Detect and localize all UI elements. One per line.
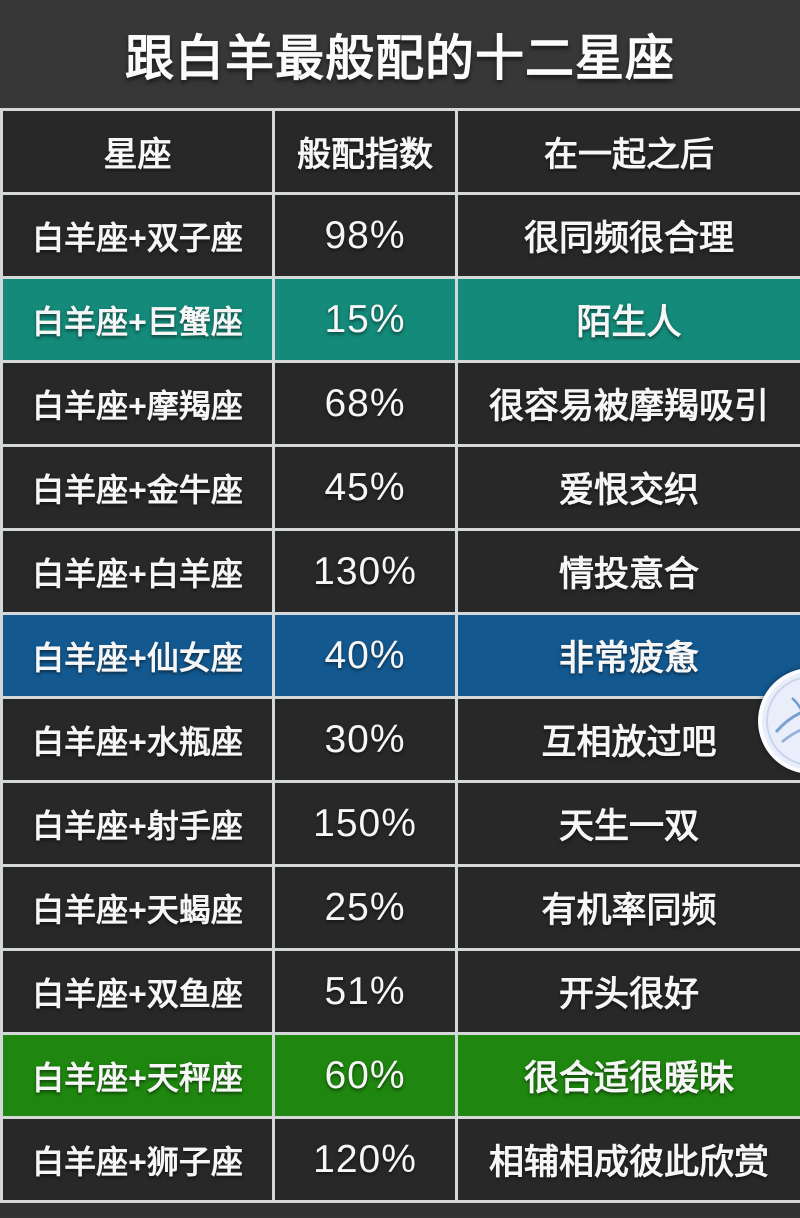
table-row: 白羊座+水瓶座 30% 互相放过吧 — [0, 696, 800, 783]
header-match-index: 般配指数 — [272, 108, 458, 195]
table-row: 白羊座+天蝎座 25% 有机率同频 — [0, 864, 800, 951]
zodiac-pair-cell: 白羊座+射手座 — [0, 780, 275, 867]
match-index-cell: 60% — [272, 1032, 458, 1119]
table-row: 白羊座+狮子座 120% 相辅相成彼此欣赏 — [0, 1116, 800, 1203]
after-together-cell: 天生一双 — [455, 780, 800, 867]
after-together-cell: 陌生人 — [455, 276, 800, 363]
after-together-cell: 相辅相成彼此欣赏 — [455, 1116, 800, 1203]
zodiac-pair-cell: 白羊座+摩羯座 — [0, 360, 275, 447]
table-row: 白羊座+金牛座 45% 爱恨交织 — [0, 444, 800, 531]
zodiac-pair-cell: 白羊座+天蝎座 — [0, 864, 275, 951]
match-index-cell: 150% — [272, 780, 458, 867]
after-together-cell: 开头很好 — [455, 948, 800, 1035]
compatibility-table: 星座 般配指数 在一起之后 白羊座+双子座 98% 很同频很合理 白羊座+巨蟹座… — [0, 108, 800, 1203]
zodiac-pair-cell: 白羊座+狮子座 — [0, 1116, 275, 1203]
match-index-cell: 45% — [272, 444, 458, 531]
table-row: 白羊座+摩羯座 68% 很容易被摩羯吸引 — [0, 360, 800, 447]
zodiac-pair-cell: 白羊座+仙女座 — [0, 612, 275, 699]
after-together-cell: 很容易被摩羯吸引 — [455, 360, 800, 447]
after-together-cell: 有机率同频 — [455, 864, 800, 951]
title-bar: 跟白羊最般配的十二星座 — [0, 0, 800, 108]
page-title: 跟白羊最般配的十二星座 — [124, 31, 675, 86]
bottom-strip — [0, 1203, 800, 1217]
zodiac-pair-cell: 白羊座+金牛座 — [0, 444, 275, 531]
zodiac-pair-cell: 白羊座+双鱼座 — [0, 948, 275, 1035]
zodiac-pair-cell: 白羊座+天秤座 — [0, 1032, 275, 1119]
match-index-cell: 15% — [272, 276, 458, 363]
after-together-cell: 情投意合 — [455, 528, 800, 615]
table-header: 星座 般配指数 在一起之后 — [0, 108, 800, 195]
zodiac-pair-cell: 白羊座+双子座 — [0, 192, 275, 279]
table-body: 白羊座+双子座 98% 很同频很合理 白羊座+巨蟹座 15% 陌生人 白羊座+摩… — [0, 192, 800, 1203]
table-row: 白羊座+天秤座 60% 很合适很暖昧 — [0, 1032, 800, 1119]
after-together-cell: 爱恨交织 — [455, 444, 800, 531]
match-index-cell: 120% — [272, 1116, 458, 1203]
table-row: 白羊座+射手座 150% 天生一双 — [0, 780, 800, 867]
zodiac-pair-cell: 白羊座+水瓶座 — [0, 696, 275, 783]
match-index-cell: 98% — [272, 192, 458, 279]
watermark-sketch-icon — [766, 677, 800, 765]
after-together-cell: 很合适很暖昧 — [455, 1032, 800, 1119]
zodiac-pair-cell: 白羊座+白羊座 — [0, 528, 275, 615]
header-row: 星座 般配指数 在一起之后 — [0, 108, 800, 195]
match-index-cell: 25% — [272, 864, 458, 951]
after-together-cell: 很同频很合理 — [455, 192, 800, 279]
header-after-together: 在一起之后 — [455, 108, 800, 195]
table-row: 白羊座+巨蟹座 15% 陌生人 — [0, 276, 800, 363]
match-index-cell: 30% — [272, 696, 458, 783]
match-index-cell: 51% — [272, 948, 458, 1035]
table-row: 白羊座+白羊座 130% 情投意合 — [0, 528, 800, 615]
match-index-cell: 68% — [272, 360, 458, 447]
after-together-cell: 非常疲惫 — [455, 612, 800, 699]
zodiac-pair-cell: 白羊座+巨蟹座 — [0, 276, 275, 363]
table-row: 白羊座+双子座 98% 很同频很合理 — [0, 192, 800, 279]
header-zodiac: 星座 — [0, 108, 275, 195]
after-together-cell: 互相放过吧 — [455, 696, 800, 783]
match-index-cell: 40% — [272, 612, 458, 699]
match-index-cell: 130% — [272, 528, 458, 615]
table-row: 白羊座+仙女座 40% 非常疲惫 — [0, 612, 800, 699]
table-row: 白羊座+双鱼座 51% 开头很好 — [0, 948, 800, 1035]
